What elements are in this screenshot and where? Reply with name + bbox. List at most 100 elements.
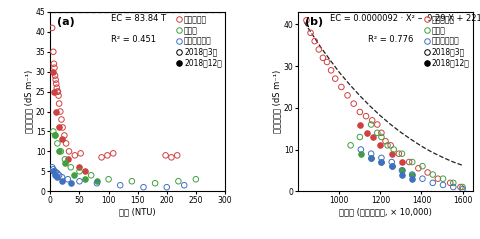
- Point: [76, 179, 84, 183]
- Point: [151, 181, 159, 185]
- Point: [50, 169, 58, 173]
- Text: R² = 0.776: R² = 0.776: [368, 35, 413, 44]
- Point: [459, 185, 467, 189]
- Point: [55, 173, 63, 177]
- X-axis label: 濃度 (NTU): 濃度 (NTU): [120, 208, 156, 217]
- Point: [109, 152, 117, 155]
- Point: [192, 177, 200, 181]
- Point: [429, 173, 437, 176]
- Point: [378, 135, 385, 139]
- Point: [57, 110, 64, 114]
- Point: [398, 173, 406, 176]
- Point: [378, 131, 385, 135]
- Point: [51, 134, 59, 137]
- Point: [367, 123, 375, 126]
- Point: [55, 102, 63, 105]
- Point: [368, 118, 376, 122]
- Point: [105, 177, 112, 181]
- Point: [104, 153, 111, 157]
- Point: [76, 169, 84, 173]
- Text: (b): (b): [305, 17, 324, 27]
- Point: [54, 90, 62, 93]
- Point: [82, 169, 89, 173]
- Point: [408, 173, 416, 176]
- Point: [55, 94, 62, 98]
- Point: [373, 131, 381, 135]
- Point: [405, 160, 413, 164]
- Text: EC = 83.84 T: EC = 83.84 T: [111, 14, 167, 23]
- Point: [319, 56, 327, 60]
- Point: [357, 152, 365, 156]
- Point: [307, 31, 314, 35]
- Point: [173, 153, 181, 157]
- Point: [429, 181, 437, 185]
- Point: [398, 168, 406, 172]
- Point: [388, 152, 396, 156]
- Point: [61, 158, 69, 161]
- Point: [59, 125, 66, 129]
- Point: [58, 137, 66, 141]
- Point: [58, 175, 66, 179]
- Point: [162, 153, 169, 157]
- Point: [356, 110, 364, 114]
- X-axis label: 反射率 (緑色バンド, × 10,000): 反射率 (緑色バンド, × 10,000): [339, 208, 432, 217]
- Point: [163, 185, 170, 189]
- Point: [459, 187, 467, 191]
- Point: [175, 179, 182, 183]
- Point: [67, 165, 74, 169]
- Point: [52, 110, 60, 114]
- Point: [398, 168, 406, 172]
- Point: [456, 185, 464, 189]
- Point: [51, 74, 59, 78]
- Point: [140, 185, 147, 189]
- Point: [446, 181, 454, 185]
- Point: [424, 171, 432, 174]
- Point: [53, 86, 60, 90]
- Point: [398, 160, 406, 164]
- Point: [65, 149, 73, 153]
- Y-axis label: 電気伝導度 (dS m⁻¹): 電気伝導度 (dS m⁻¹): [24, 70, 33, 133]
- Point: [180, 183, 188, 187]
- Point: [449, 181, 457, 185]
- Point: [378, 160, 385, 164]
- Point: [116, 183, 124, 187]
- Point: [54, 175, 61, 179]
- Point: [311, 39, 319, 43]
- Point: [388, 164, 396, 168]
- Point: [87, 173, 95, 177]
- Point: [315, 48, 323, 51]
- Point: [57, 149, 65, 153]
- Point: [388, 164, 396, 168]
- Point: [367, 156, 375, 160]
- Point: [327, 68, 335, 72]
- Point: [387, 143, 395, 147]
- Point: [54, 90, 61, 93]
- Point: [356, 123, 364, 126]
- Point: [49, 169, 57, 173]
- Y-axis label: 電気伝導度 (dS m⁻¹): 電気伝導度 (dS m⁻¹): [272, 70, 281, 133]
- Point: [61, 161, 69, 165]
- Point: [378, 156, 385, 160]
- Point: [395, 152, 403, 156]
- Point: [168, 155, 175, 159]
- Point: [415, 166, 422, 170]
- Point: [373, 123, 381, 126]
- Point: [331, 77, 339, 81]
- Point: [439, 183, 447, 187]
- Point: [82, 177, 89, 181]
- Point: [408, 177, 416, 181]
- Point: [378, 160, 385, 164]
- Point: [323, 60, 331, 64]
- Point: [370, 135, 377, 139]
- Point: [93, 179, 101, 183]
- Point: [362, 114, 370, 118]
- Point: [388, 160, 396, 164]
- Point: [58, 179, 66, 183]
- Point: [48, 26, 56, 30]
- Point: [52, 78, 60, 81]
- Point: [302, 18, 310, 22]
- Point: [439, 177, 447, 181]
- Point: [50, 90, 58, 93]
- Point: [356, 135, 364, 139]
- Point: [49, 167, 57, 171]
